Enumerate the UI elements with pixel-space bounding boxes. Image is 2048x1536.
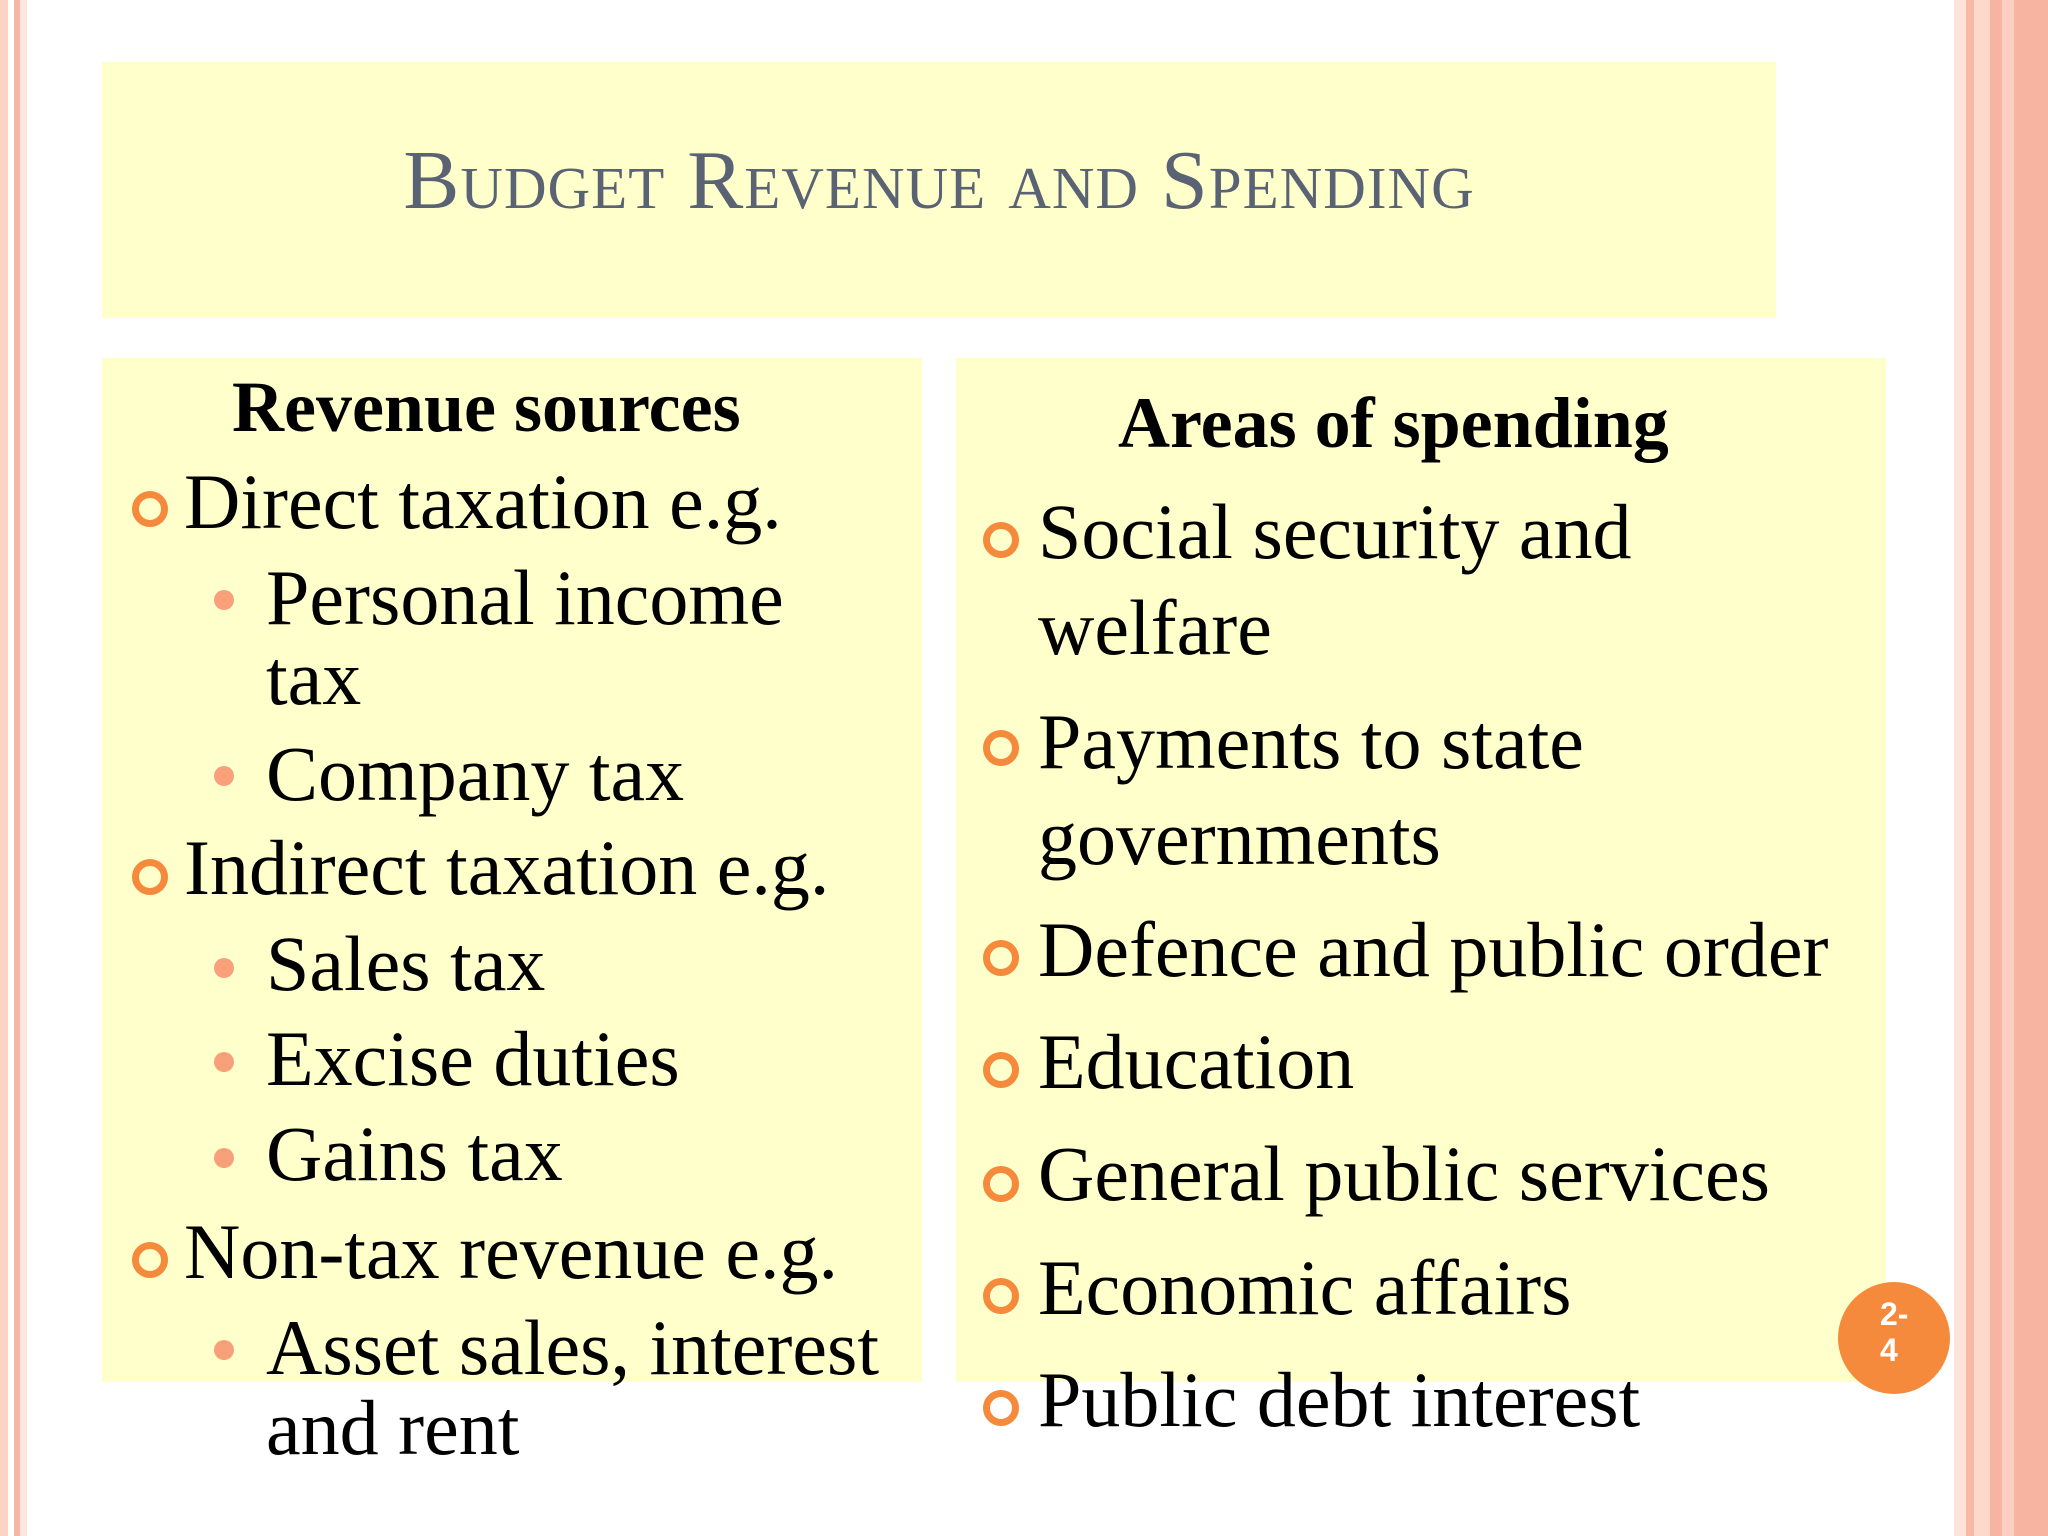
revenue-subitem-personal-income: Personal income bbox=[266, 554, 784, 641]
ring-bullet-icon bbox=[983, 1278, 1019, 1314]
revenue-panel bbox=[102, 358, 922, 1382]
ring-bullet-icon bbox=[983, 522, 1019, 558]
ring-bullet-icon bbox=[983, 730, 1019, 766]
revenue-subitem-sales-tax: Sales tax bbox=[266, 920, 546, 1007]
spending-item-education: Education bbox=[1038, 1018, 1355, 1105]
revenue-subitem-gains-tax: Gains tax bbox=[266, 1110, 563, 1197]
spending-item-social-security-cont: welfare bbox=[1038, 584, 1272, 671]
slide-title: Budget Revenue and Spending bbox=[403, 133, 1475, 227]
right-border-stripe bbox=[2002, 0, 2014, 1536]
spending-item-social-security: Social security and bbox=[1038, 488, 1632, 575]
revenue-subitem-asset-sales-cont: and rent bbox=[266, 1384, 520, 1471]
page-number-badge bbox=[1838, 1282, 1950, 1394]
spending-heading: Areas of spending bbox=[1118, 383, 1669, 463]
spending-item-payments-to-states: Payments to state bbox=[1038, 698, 1584, 785]
ring-bullet-icon bbox=[983, 940, 1019, 976]
right-border-stripe bbox=[1974, 0, 1990, 1536]
dot-bullet-icon bbox=[214, 958, 234, 978]
spending-item-defence: Defence and public order bbox=[1038, 906, 1829, 993]
revenue-subitem-asset-sales: Asset sales, interest bbox=[266, 1304, 880, 1391]
revenue-subitem-company-tax: Company tax bbox=[266, 730, 685, 817]
spending-item-payments-to-states-cont: governments bbox=[1038, 794, 1441, 881]
ring-bullet-icon bbox=[983, 1052, 1019, 1088]
ring-bullet-icon bbox=[983, 1390, 1019, 1426]
page-number: 2- 4 bbox=[1880, 1296, 1909, 1368]
left-border-stripe bbox=[20, 0, 27, 1536]
dot-bullet-icon bbox=[214, 1148, 234, 1168]
spending-item-general-public-services: General public services bbox=[1038, 1130, 1771, 1217]
dot-bullet-icon bbox=[214, 590, 234, 610]
dot-bullet-icon bbox=[214, 1052, 234, 1072]
ring-bullet-icon bbox=[132, 1242, 168, 1278]
left-border-stripe bbox=[0, 0, 8, 1536]
right-border-stripe bbox=[1990, 0, 2048, 1536]
revenue-subitem-excise-duties: Excise duties bbox=[266, 1015, 680, 1102]
ring-bullet-icon bbox=[132, 859, 168, 895]
dot-bullet-icon bbox=[214, 1340, 234, 1360]
revenue-item-direct-taxation: Direct taxation e.g. bbox=[184, 458, 782, 545]
right-border-stripe bbox=[1966, 0, 1974, 1536]
revenue-heading: Revenue sources bbox=[232, 367, 741, 447]
revenue-subitem-personal-income-cont: tax bbox=[266, 634, 362, 721]
ring-bullet-icon bbox=[983, 1166, 1019, 1202]
spending-item-economic-affairs: Economic affairs bbox=[1038, 1244, 1572, 1331]
right-border-stripe bbox=[1954, 0, 1966, 1536]
left-border-stripe bbox=[14, 0, 20, 1536]
ring-bullet-icon bbox=[132, 491, 168, 527]
spending-item-public-debt-interest: Public debt interest bbox=[1038, 1356, 1641, 1443]
dot-bullet-icon bbox=[214, 766, 234, 786]
revenue-item-indirect-taxation: Indirect taxation e.g. bbox=[184, 824, 830, 911]
spending-panel bbox=[956, 358, 1886, 1382]
title-box: Budget Revenue and Spending bbox=[102, 62, 1776, 318]
revenue-item-non-tax: Non-tax revenue e.g. bbox=[184, 1208, 839, 1295]
